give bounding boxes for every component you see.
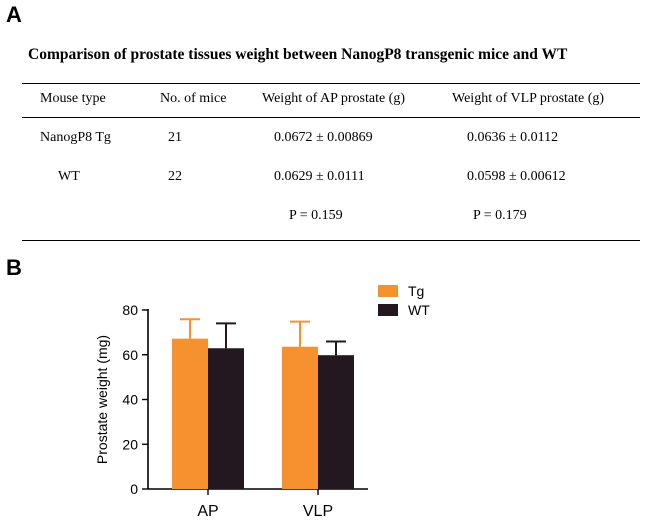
row-wt-type: WT bbox=[58, 169, 80, 184]
pvalue-ap: P = 0.159 bbox=[289, 208, 343, 223]
header-no-mice: No. of mice bbox=[160, 91, 227, 106]
panel-label-b: B bbox=[6, 255, 22, 280]
row-tg-ap: 0.0672 ± 0.00869 bbox=[274, 130, 373, 145]
bar-tg-ap bbox=[172, 338, 208, 489]
bar-tg-vlp bbox=[282, 346, 318, 489]
legend-swatch-wt bbox=[378, 304, 398, 316]
row-tg-type: NanogP8 Tg bbox=[40, 130, 111, 145]
y-tick-label: 40 bbox=[122, 392, 138, 408]
bar-wt-ap bbox=[208, 348, 244, 489]
table-top-rule bbox=[22, 83, 640, 84]
legend-label-tg: Tg bbox=[408, 283, 424, 299]
table-title: Comparison of prostate tissues weight be… bbox=[28, 46, 568, 63]
y-tick-label: 80 bbox=[122, 302, 138, 318]
y-tick-label: 60 bbox=[122, 347, 138, 363]
table-header-rule bbox=[22, 117, 640, 118]
row-wt-count: 22 bbox=[168, 169, 182, 184]
y-tick-label: 0 bbox=[130, 481, 138, 497]
pvalue-vlp: P = 0.179 bbox=[473, 208, 527, 223]
row-tg-vlp: 0.0636 ± 0.0112 bbox=[467, 130, 559, 145]
header-mouse-type: Mouse type bbox=[40, 91, 106, 106]
x-tick-label-vlp: VLP bbox=[303, 503, 333, 520]
bar-chart: 0 20 40 60 80 Prostate weight (mg) AP VLP Tg WT bbox=[94, 283, 430, 520]
header-vlp-weight: Weight of VLP prostate (g) bbox=[452, 91, 605, 106]
x-tick-label-ap: AP bbox=[197, 503, 218, 520]
panel-label-a: A bbox=[6, 2, 22, 27]
table-bottom-rule bbox=[22, 240, 640, 241]
row-tg-count: 21 bbox=[168, 130, 182, 145]
legend-swatch-tg bbox=[378, 285, 398, 297]
y-tick-label: 20 bbox=[122, 436, 138, 452]
y-axis-title: Prostate weight (mg) bbox=[94, 335, 110, 464]
bar-wt-vlp bbox=[318, 355, 354, 489]
row-wt-ap: 0.0629 ± 0.0111 bbox=[274, 169, 365, 184]
legend-label-wt: WT bbox=[408, 302, 430, 318]
row-wt-vlp: 0.0598 ± 0.00612 bbox=[467, 169, 566, 184]
header-ap-weight: Weight of AP prostate (g) bbox=[262, 91, 405, 106]
